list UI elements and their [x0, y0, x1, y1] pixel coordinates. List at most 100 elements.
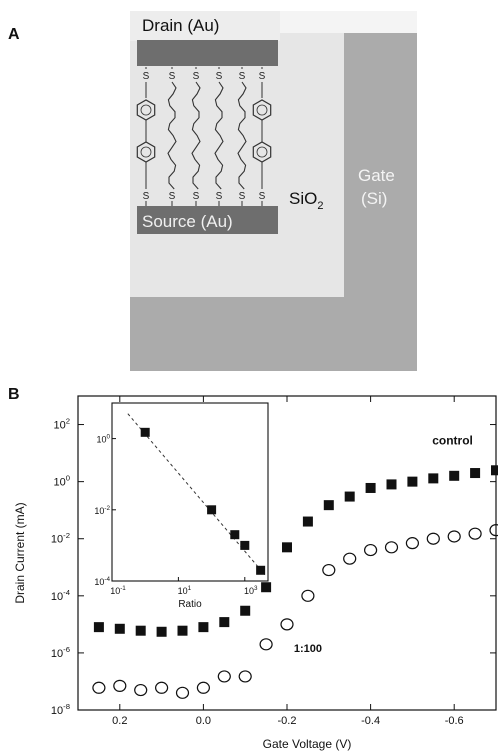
panel-b-label: B — [8, 386, 20, 403]
inset-x-tick-label-base: 10 — [244, 586, 254, 596]
inset-data-point — [207, 505, 217, 515]
y-tick-label-base: 10 — [51, 534, 63, 546]
y-tick-label-base: 10 — [51, 591, 63, 603]
y-tick-label: 10-6 — [51, 645, 70, 660]
sulfur-atom-top: S — [169, 71, 176, 82]
sulfur-atom-top: S — [216, 71, 223, 82]
inset-y-tick-label-base: 10 — [96, 435, 106, 445]
data-point-1:100 — [301, 589, 315, 602]
data-point-control — [282, 542, 292, 553]
device-schematic: Drain (Au) Source (Au) SiO2 Gate (Si) SS… — [130, 11, 417, 371]
inset-y-tick-label-exponent: 0 — [106, 434, 110, 441]
y-tick-label-exponent: -8 — [63, 702, 70, 711]
inset-y-tick-label-base: 10 — [94, 506, 104, 516]
gate-label-line1: Gate — [358, 166, 395, 185]
source-electrode — [137, 206, 278, 234]
phenyl-ring-inner — [256, 146, 268, 158]
inset-y-tick-label-exponent: -4 — [104, 576, 110, 583]
y-tick-label: 102 — [53, 417, 70, 432]
inset-data-point — [230, 530, 240, 540]
inset-data-point — [256, 565, 266, 575]
x-axis-label: Gate Voltage (V) — [263, 737, 352, 751]
data-point-control — [491, 465, 498, 476]
y-tick-label-exponent: -2 — [63, 531, 70, 540]
data-point-1:100 — [259, 638, 273, 651]
data-point-control — [135, 625, 146, 636]
alkyl-chain — [237, 81, 247, 190]
data-point-1:100 — [155, 681, 169, 694]
sulfur-atom-bottom: S — [216, 191, 223, 202]
drain-label: Drain (Au) — [142, 16, 219, 35]
data-point-1:100 — [364, 543, 378, 557]
data-point-control — [219, 617, 230, 628]
data-point-control — [302, 516, 313, 527]
data-point-1:100 — [322, 563, 336, 577]
data-point-control — [407, 476, 418, 487]
y-tick-label-exponent: -6 — [63, 645, 70, 654]
alkyl-chain — [167, 81, 177, 190]
alkyl-chain — [191, 81, 201, 190]
sulfur-atom-bottom: S — [193, 191, 200, 202]
inset-y-tick-label-exponent: -2 — [104, 505, 110, 512]
inset-x-axis-label: Ratio — [178, 599, 202, 610]
oxide-label: SiO2 — [289, 189, 323, 212]
oxide-label-subscript: 2 — [317, 200, 323, 212]
alkyl-chain — [214, 81, 224, 190]
inset-x-tick-label: 10-1 — [110, 585, 126, 596]
sulfur-atom-bottom: S — [259, 191, 266, 202]
phenyl-ring-inner — [256, 104, 268, 116]
data-point-control — [449, 470, 460, 481]
y-tick-label: 10-4 — [51, 588, 71, 603]
x-tick-label: 0.0 — [196, 715, 211, 727]
inset-x-tick-label-base: 10 — [110, 586, 120, 596]
phenyl-ring-inner — [140, 146, 152, 158]
data-point-1:100 — [343, 552, 357, 565]
sulfur-atom-top: S — [259, 71, 266, 82]
inset-y-tick-label-base: 10 — [94, 577, 104, 587]
transfer-characteristics-chart: 0.2 0.0 -0.2 -0.4 -0.610-810-610-410-2100102… — [13, 395, 498, 751]
phenyl-ring-inner — [140, 104, 152, 116]
source-label: Source (Au) — [142, 212, 233, 231]
data-point-1:100 — [217, 670, 231, 683]
inset-y-tick-label: 100 — [96, 434, 110, 445]
y-tick-label-base: 10 — [53, 420, 65, 432]
y-tick-label: 100 — [53, 474, 70, 489]
y-axis-label: Drain Current (mA) — [13, 502, 27, 603]
data-point-control — [323, 500, 334, 511]
oxide-label-main: SiO — [289, 189, 317, 208]
main-chart: 0.2 0.0 -0.2 -0.4 -0.610-810-610-410-2100102… — [13, 395, 498, 751]
y-tick-label-exponent: -4 — [63, 588, 71, 597]
inset-data-point — [140, 427, 150, 437]
y-tick-label-base: 10 — [51, 705, 63, 717]
oxide-layer — [130, 33, 344, 297]
panel-a-label: A — [8, 26, 20, 43]
data-point-1:100 — [175, 686, 190, 699]
inset-x-tick-label-exponent: 1 — [188, 585, 192, 592]
inset-x-tick-label-exponent: 3 — [254, 585, 258, 592]
data-point-1:100 — [405, 537, 419, 550]
series-label-control: control — [432, 433, 473, 447]
sulfur-atom-bottom: S — [143, 191, 150, 202]
data-point-1:100 — [238, 670, 252, 683]
data-point-control — [93, 622, 104, 633]
x-tick-label: -0.6 — [445, 715, 464, 727]
data-point-1:100 — [468, 527, 482, 540]
y-tick-label: 10-8 — [51, 702, 70, 717]
x-tick-label: -0.2 — [278, 715, 297, 727]
inset-y-tick-label: 10-2 — [94, 505, 110, 516]
inset-x-tick-label: 101 — [178, 585, 192, 596]
data-point-control — [198, 622, 209, 633]
data-point-control — [261, 582, 272, 593]
molecule-layer: S S S S S S S S S S S S — [136, 67, 272, 206]
y-tick-label-exponent: 0 — [66, 474, 70, 483]
data-point-1:100 — [280, 618, 294, 631]
data-point-1:100 — [134, 683, 148, 697]
sulfur-atom-top: S — [143, 71, 150, 82]
data-point-1:100 — [489, 524, 498, 537]
data-point-control — [240, 605, 251, 616]
sulfur-atom-top: S — [193, 71, 200, 82]
x-tick-label: -0.4 — [361, 715, 380, 727]
data-point-1:100 — [384, 541, 399, 554]
y-tick-label-exponent: 2 — [66, 417, 70, 426]
